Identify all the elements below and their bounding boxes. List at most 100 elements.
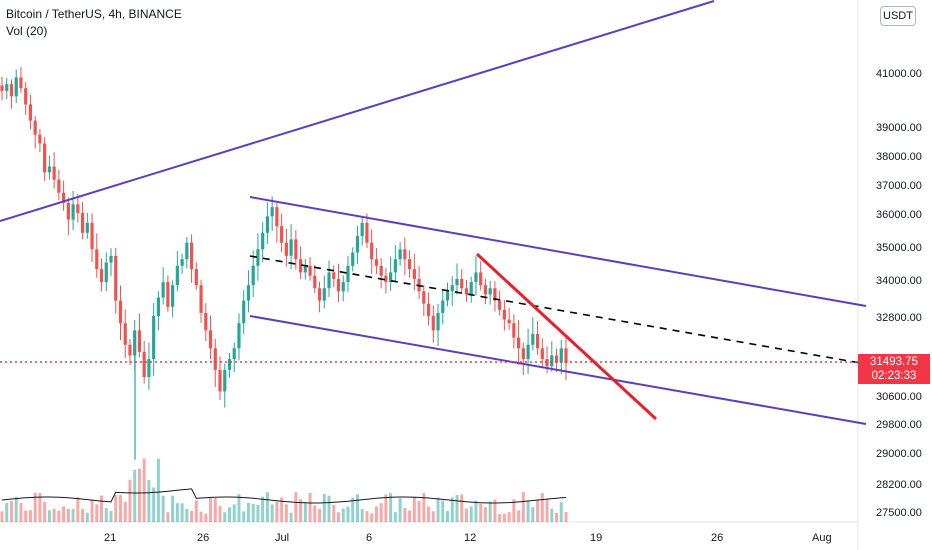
y-tick-label: 36000.00 — [876, 209, 922, 221]
candle-body — [322, 288, 326, 301]
volume-bar — [128, 479, 132, 522]
x-tick-label: 21 — [104, 532, 116, 544]
volume-bar — [408, 510, 412, 522]
volume-bar — [280, 497, 284, 522]
volume-bar — [147, 479, 151, 522]
volume-bar — [536, 500, 540, 522]
volume-bar — [14, 496, 18, 522]
candle-body — [213, 348, 217, 370]
candle-body — [227, 359, 232, 370]
candle-body — [156, 297, 161, 316]
volume-bar — [209, 497, 213, 522]
volume-bar — [417, 501, 421, 522]
candle-body — [208, 330, 213, 349]
volume-bar — [351, 497, 355, 522]
candle-body — [389, 272, 393, 283]
y-tick-label: 34000.00 — [876, 275, 922, 287]
volume-bar — [374, 506, 378, 522]
candle-body — [166, 282, 170, 307]
volume-bar — [47, 510, 51, 522]
volume-bar — [303, 502, 307, 522]
candle-body — [351, 252, 355, 266]
candlesticks — [0, 67, 568, 460]
volume-bar — [308, 492, 312, 522]
channel-midline[interactable] — [249, 255, 867, 365]
volume-bar — [341, 508, 345, 522]
volume-bar — [521, 492, 525, 522]
volume-bar — [24, 510, 28, 522]
candle-body — [384, 275, 388, 283]
volume-bar — [28, 510, 32, 522]
volume-bar — [104, 508, 108, 522]
candle-body — [256, 249, 260, 266]
currency-button[interactable]: USDT — [880, 6, 916, 26]
candle-body — [19, 77, 23, 89]
volume-bar — [346, 506, 350, 522]
candle-body — [464, 288, 469, 295]
candle-body — [540, 348, 544, 360]
candle-body — [9, 84, 14, 97]
volume-bar — [109, 511, 113, 522]
time-axis[interactable]: 21 26 Jul 6 12 19 26 Aug — [104, 532, 832, 544]
candle-body — [332, 272, 336, 279]
volume-bar — [142, 458, 146, 522]
resistance-trendline[interactable] — [475, 252, 658, 421]
candle-body — [142, 351, 146, 378]
candle-body — [370, 242, 374, 260]
channel-lower-line[interactable] — [249, 315, 867, 425]
candle-body — [85, 222, 89, 233]
candle-body — [479, 272, 483, 286]
candle-body — [398, 249, 402, 260]
upper-ascending-trendline[interactable] — [0, 0, 715, 222]
volume-bar — [190, 510, 194, 522]
y-tick-label: 27500.00 — [876, 507, 922, 519]
volume-bar — [398, 498, 402, 522]
y-tick-label: 35000.00 — [876, 242, 922, 254]
candle-body — [535, 333, 540, 349]
volume-bar — [422, 492, 426, 522]
volume-bar — [469, 506, 473, 522]
candle-body — [365, 222, 369, 243]
volume-bar — [436, 497, 440, 522]
volume-bar — [559, 502, 563, 522]
volume-bar — [393, 512, 397, 522]
volume-bar — [389, 493, 393, 522]
candle-body — [498, 300, 502, 310]
volume-bar — [38, 492, 42, 522]
volume-bar — [403, 507, 407, 522]
volume-bar — [242, 511, 246, 522]
candle-body — [0, 85, 4, 91]
volume-indicator-label[interactable]: Vol (20) — [6, 24, 48, 38]
volume-bar — [441, 500, 445, 522]
candle-body — [28, 104, 33, 121]
symbol-title[interactable]: Bitcoin / TetherUS, 4h, BINANCE — [6, 7, 182, 21]
volume-bar — [493, 499, 497, 522]
candle-body — [374, 259, 379, 266]
y-tick-label: 29000.00 — [876, 448, 922, 460]
volume-bar — [265, 492, 269, 522]
candle-body — [445, 291, 450, 301]
candle-body — [308, 265, 312, 276]
volume-bar — [313, 505, 317, 522]
x-tick-label: Aug — [812, 532, 832, 544]
volume-bar — [232, 504, 236, 522]
y-tick-label: 39000.00 — [876, 122, 922, 134]
volume-bar — [237, 494, 241, 522]
volume-bar — [100, 495, 104, 522]
volume-bar — [76, 497, 80, 522]
volume-bar — [133, 469, 137, 522]
candle-body — [104, 262, 108, 283]
channel-upper-line[interactable] — [249, 196, 867, 307]
volume-bar — [431, 511, 435, 522]
candle-body — [99, 269, 104, 283]
volume-bar — [213, 498, 217, 522]
candle-body — [526, 344, 530, 360]
candle-body — [270, 207, 274, 217]
price-axis[interactable]: 41000.00 39000.00 38000.00 37000.00 3600… — [876, 68, 922, 519]
volume-bar — [327, 495, 331, 522]
volume-bar — [118, 495, 122, 522]
candle-body — [218, 369, 222, 392]
volume-bar — [114, 495, 118, 522]
candle-body — [246, 285, 251, 301]
